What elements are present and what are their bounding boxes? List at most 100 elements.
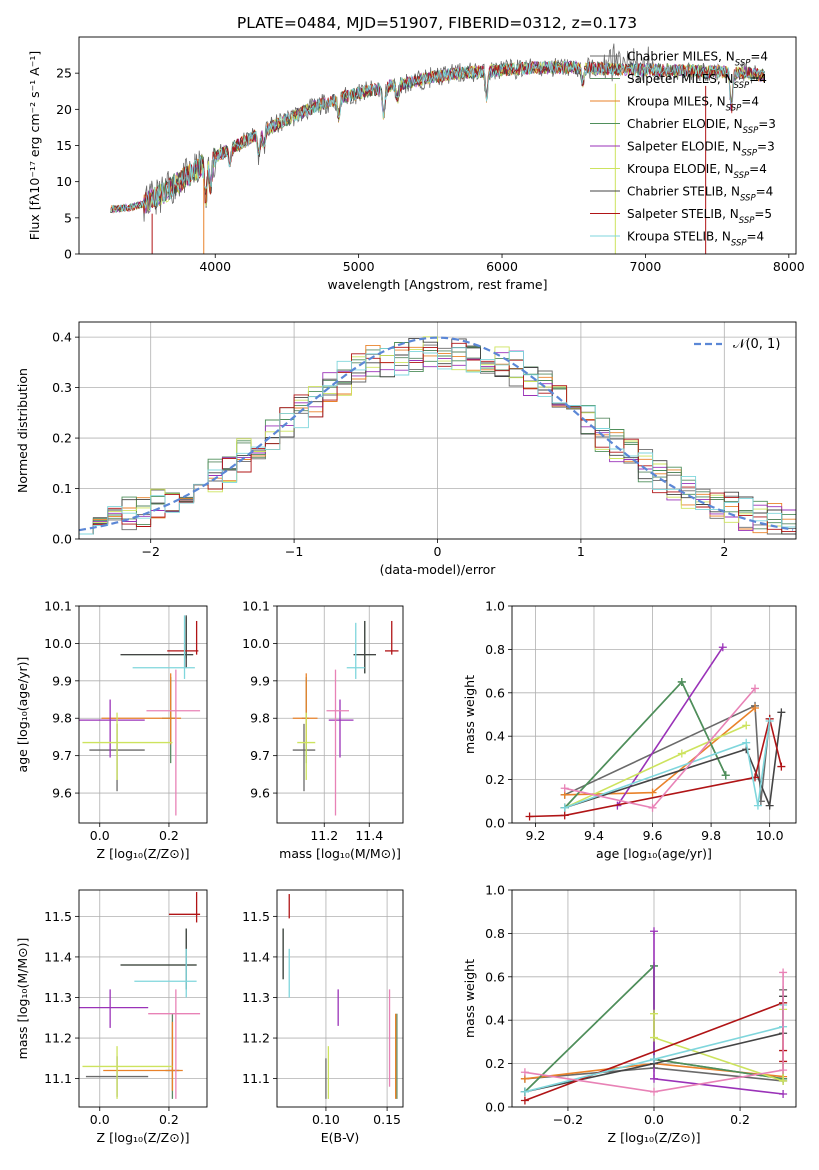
error-bar-point bbox=[148, 989, 201, 1099]
plus-marker bbox=[650, 1087, 658, 1096]
age_vs_z-axes: 0.0 0.2 9.6 9.7 9.8 9.9 10.0 10.1 Z [log₁₀(Z/Z⊙)… bbox=[15, 599, 207, 861]
error-bar-point bbox=[346, 622, 365, 679]
x-tick-label: 0.0 bbox=[90, 1112, 110, 1127]
x-tick-label: 8000 bbox=[773, 259, 805, 274]
x-axis-label: mass [log₁₀(M/M⊙)] bbox=[279, 846, 401, 861]
legend-count: =4 bbox=[749, 72, 767, 86]
plot-frame bbox=[511, 889, 797, 1108]
x-axis-label: (data-model)/error bbox=[380, 562, 497, 577]
legend-subscript: SSP bbox=[743, 126, 759, 136]
plus-marker bbox=[525, 812, 534, 821]
y-axis-label: mass [log₁₀(M/M⊙)] bbox=[15, 938, 30, 1060]
plus-marker bbox=[742, 738, 751, 747]
legend-count: =3 bbox=[758, 117, 776, 131]
y-tick-label: 10.0 bbox=[242, 636, 270, 651]
error-bar-point bbox=[79, 989, 149, 1028]
y-axis-label: Normed distribution bbox=[15, 368, 30, 493]
y-tick-label: 9.9 bbox=[52, 673, 72, 688]
legend-subscript: SSP bbox=[741, 149, 757, 159]
y-tick-label: 0.1 bbox=[52, 481, 72, 496]
y-axis-label: mass weight bbox=[462, 675, 477, 754]
weight-series bbox=[560, 677, 730, 812]
legend-entry: Chabrier MILES, NSSP=4 bbox=[627, 50, 768, 69]
legend-subscript: SSP bbox=[739, 216, 755, 226]
weight-series bbox=[560, 684, 760, 812]
error-bar-point bbox=[167, 620, 199, 655]
y-tick-label: 9.6 bbox=[250, 786, 270, 801]
y-tick-label: 0.0 bbox=[52, 532, 72, 547]
legend-subscript: SSP bbox=[734, 81, 750, 91]
x-tick-label: −1 bbox=[285, 544, 303, 559]
legend-subscript: SSP bbox=[740, 194, 756, 204]
x-tick-label: 7000 bbox=[630, 259, 662, 274]
weight-line bbox=[524, 972, 784, 1093]
error-bar-point bbox=[168, 892, 201, 923]
y-tick-label: 9.6 bbox=[52, 786, 72, 801]
y-tick-label: 11.1 bbox=[44, 1071, 72, 1086]
y-tick-label: 11.2 bbox=[242, 1031, 270, 1046]
legend-count: =5 bbox=[754, 207, 772, 221]
legend-subscript: SSP bbox=[735, 59, 751, 69]
weight-series bbox=[560, 717, 774, 812]
plus-marker bbox=[560, 811, 569, 820]
plus-marker bbox=[650, 927, 658, 936]
x-tick-label: 0.0 bbox=[644, 1112, 664, 1127]
error-bar-point bbox=[353, 620, 376, 674]
plus-marker bbox=[765, 801, 774, 810]
plot-frame bbox=[78, 36, 797, 255]
weight-series bbox=[525, 714, 786, 821]
legend-count: =4 bbox=[756, 185, 774, 199]
y-tick-label: 10.1 bbox=[242, 599, 270, 614]
y-tick-label: 0.4 bbox=[485, 729, 505, 744]
y-axis-label: age [log₁₀(age/yr)] bbox=[15, 657, 30, 773]
x-tick-label: 0.10 bbox=[312, 1112, 340, 1127]
y-tick-label: 10.1 bbox=[44, 599, 72, 614]
legend-subscript: SSP bbox=[734, 171, 750, 181]
x-axis-label: age [log₁₀(age/yr)] bbox=[596, 846, 712, 861]
plus-marker bbox=[718, 643, 727, 652]
y-tick-label: 11.5 bbox=[44, 909, 72, 924]
y-tick-label: 0.2 bbox=[485, 772, 505, 787]
plot-frame bbox=[276, 889, 404, 1108]
weight-line bbox=[616, 646, 724, 807]
x-axis-label: Z [log₁₀(Z/Z⊙)] bbox=[97, 1130, 190, 1145]
plus-marker bbox=[753, 801, 762, 810]
y-tick-label: 0.4 bbox=[485, 1013, 505, 1028]
x-tick-label: 1 bbox=[577, 544, 585, 559]
spectrum-axes: 4000 5000 6000 7000 8000 0 5 10 15 20 25 wavelength… bbox=[27, 51, 805, 292]
plus-marker bbox=[765, 717, 774, 726]
x-tick-label: 6000 bbox=[486, 259, 518, 274]
plus-marker bbox=[751, 684, 760, 693]
y-tick-label: 0.8 bbox=[485, 642, 505, 657]
y-tick-label: 11.3 bbox=[242, 990, 270, 1005]
x-tick-label: 9.4 bbox=[584, 828, 604, 843]
legend-text: Kroupa MILES, N bbox=[627, 95, 726, 109]
legend-entry: Kroupa STELIB, NSSP=4 bbox=[627, 230, 764, 249]
weight_vs_age-axes: 9.2 9.4 9.6 9.8 10.0 0.0 0.2 0.4 0.6 0.8 1.0 age [l… bbox=[462, 599, 796, 861]
error-bar-point bbox=[120, 615, 194, 668]
error-bar-point bbox=[297, 712, 316, 780]
y-tick-label: 11.1 bbox=[242, 1071, 270, 1086]
error-bar-point bbox=[79, 699, 145, 758]
y-tick-label: 11.5 bbox=[242, 909, 270, 924]
plus-marker bbox=[648, 788, 657, 797]
plot-frame bbox=[78, 889, 208, 1108]
y-tick-label: 9.7 bbox=[52, 748, 72, 763]
weight-line bbox=[564, 704, 771, 802]
legend-text: Chabrier MILES, N bbox=[627, 50, 735, 64]
plus-marker bbox=[520, 1096, 529, 1105]
plus-marker bbox=[777, 708, 786, 717]
error-bar-point bbox=[328, 699, 354, 758]
plot-frame bbox=[276, 605, 404, 824]
x-tick-label: 11.2 bbox=[310, 828, 338, 843]
plus-marker bbox=[648, 803, 657, 812]
x-tick-label: 0.15 bbox=[373, 1112, 401, 1127]
x-tick-label: 9.6 bbox=[643, 828, 663, 843]
y-tick-label: 9.8 bbox=[250, 711, 270, 726]
legend-entry: Salpeter ELODIE, NSSP=3 bbox=[627, 140, 775, 159]
weight-series bbox=[560, 677, 730, 812]
y-tick-label: 15 bbox=[56, 138, 72, 153]
legend-entry: Kroupa ELODIE, NSSP=4 bbox=[627, 162, 767, 181]
error-bar-point bbox=[326, 669, 349, 816]
